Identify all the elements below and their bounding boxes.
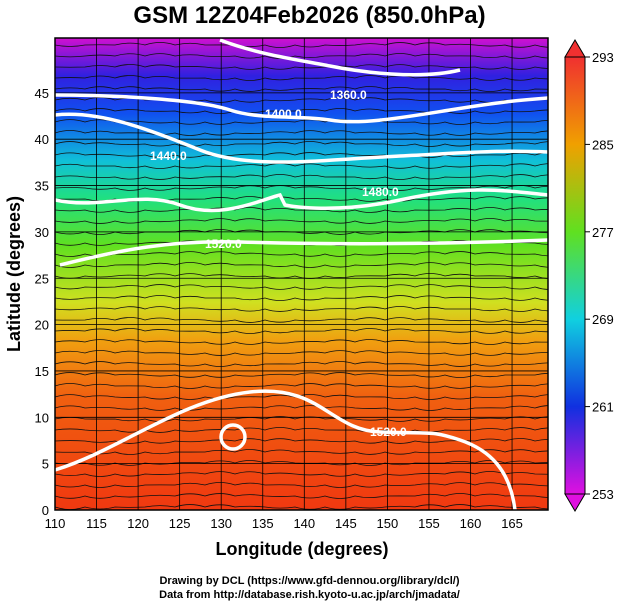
x-tick-label: 160 xyxy=(460,516,482,531)
contour-label: 1360.0 xyxy=(330,88,367,102)
colorbar-max-triangle xyxy=(564,39,586,58)
streamline xyxy=(55,449,548,455)
streamline xyxy=(55,108,548,114)
streamline xyxy=(55,152,548,158)
y-axis-label: Latitude (degrees) xyxy=(4,196,24,352)
y-tick-label: 40 xyxy=(35,132,49,147)
streamline xyxy=(55,229,548,235)
streamline xyxy=(55,438,548,444)
x-tick-label: 130 xyxy=(210,516,232,531)
chart-title: GSM 12Z04Feb2026 (850.0hPa) xyxy=(133,2,486,29)
streamline xyxy=(55,405,548,411)
x-tick-label: 125 xyxy=(169,516,191,531)
colorbar-tick-label: 277 xyxy=(592,225,614,240)
contour-labels: 1360.0 1400.0 1440.0 1480.0 1520.0 1520.… xyxy=(150,88,407,439)
streamline xyxy=(55,383,548,389)
colorbar-tick-label: 285 xyxy=(592,137,614,152)
streamline xyxy=(55,119,548,125)
streamline xyxy=(55,64,548,70)
y-tick-label: 5 xyxy=(42,457,49,472)
grid-lines xyxy=(55,38,548,510)
contour-label: 1480.0 xyxy=(362,185,399,199)
streamline xyxy=(55,86,548,92)
streamline xyxy=(55,185,548,191)
streamline xyxy=(55,295,548,301)
x-tick-label: 120 xyxy=(127,516,149,531)
contour-label: 1400.0 xyxy=(265,107,302,121)
footer-credit: Drawing by DCL (https://www.gfd-dennou.o… xyxy=(159,575,460,587)
streamline xyxy=(55,471,548,477)
x-tick-label: 145 xyxy=(335,516,357,531)
y-tick-label: 35 xyxy=(35,179,49,194)
y-tick-label: 30 xyxy=(35,225,49,240)
y-tick-label: 20 xyxy=(35,318,49,333)
streamline xyxy=(55,328,548,334)
streamline xyxy=(55,251,548,257)
geopotential-contours xyxy=(55,38,548,510)
colorbar-tick-label: 293 xyxy=(592,50,614,65)
streamline xyxy=(55,42,548,48)
colorbar: 293 285 277 269 261 253 xyxy=(564,39,614,512)
streamline xyxy=(55,174,548,180)
streamline xyxy=(55,361,548,367)
x-tick-label: 150 xyxy=(377,516,399,531)
x-tick-label: 135 xyxy=(252,516,274,531)
contour-label: 1440.0 xyxy=(150,149,187,163)
x-tick-label: 165 xyxy=(501,516,523,531)
y-tick-label: 25 xyxy=(35,271,49,286)
streamline xyxy=(55,163,548,169)
streamline xyxy=(55,350,548,356)
streamline xyxy=(55,493,548,499)
x-tick-label: 155 xyxy=(418,516,440,531)
streamline xyxy=(55,339,548,345)
y-tick-label: 10 xyxy=(35,410,49,425)
y-tick-labels: 0 5 10 15 20 25 30 35 40 45 xyxy=(35,86,49,518)
streamline xyxy=(55,75,548,81)
streamline xyxy=(55,482,548,488)
plot-frame xyxy=(54,37,549,511)
streamline xyxy=(55,207,548,213)
streamline xyxy=(55,141,548,147)
streamline xyxy=(55,53,548,59)
colorbar-min-triangle xyxy=(564,493,586,512)
y-tick-label: 0 xyxy=(42,503,49,518)
colorbar-tick-label: 253 xyxy=(592,487,614,502)
y-tick-label: 45 xyxy=(35,86,49,101)
streamline xyxy=(55,416,548,422)
colorbar-tick-label: 269 xyxy=(592,312,614,327)
x-tick-labels: 110 115 120 125 130 135 140 145 150 155 160 165 xyxy=(45,516,523,531)
contour-label: 1520.0 xyxy=(205,237,242,251)
streamline xyxy=(55,317,548,323)
x-tick-label: 115 xyxy=(86,516,107,531)
streamline xyxy=(55,218,548,224)
streamline xyxy=(55,130,548,136)
colorbar-tick-label: 261 xyxy=(592,400,614,415)
contour-label: 1520.0 xyxy=(370,425,407,439)
x-axis-label: Longitude (degrees) xyxy=(215,539,388,559)
x-tick-label: 110 xyxy=(45,516,66,531)
streamline xyxy=(55,372,548,378)
footer-source: Data from http://database.rish.kyoto-u.a… xyxy=(159,589,460,601)
y-tick-label: 15 xyxy=(35,364,49,379)
streamline xyxy=(55,284,548,290)
streamline xyxy=(55,394,548,400)
streamline xyxy=(55,306,548,312)
streamline xyxy=(55,262,548,268)
x-tick-label: 140 xyxy=(293,516,315,531)
